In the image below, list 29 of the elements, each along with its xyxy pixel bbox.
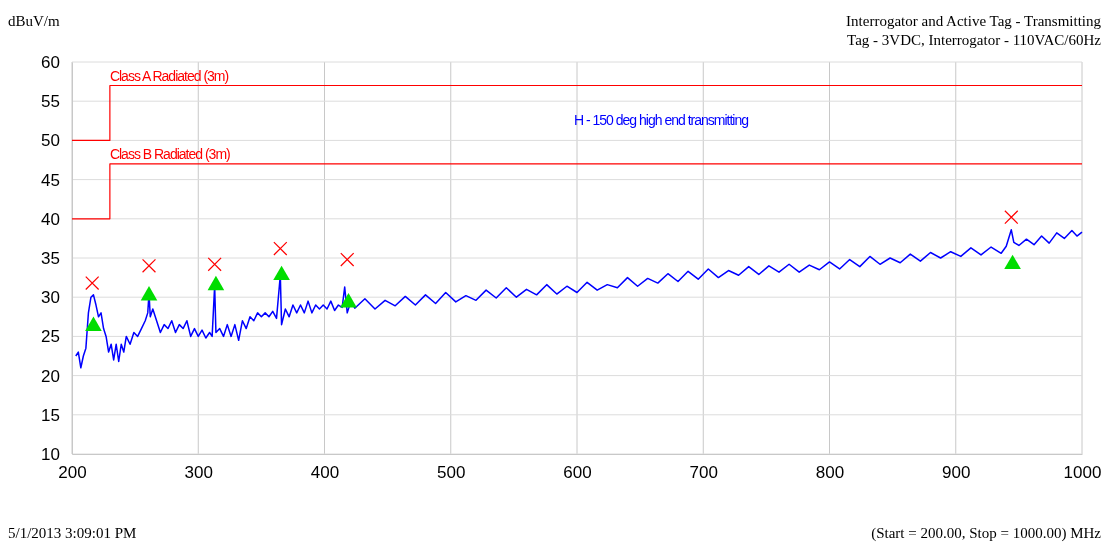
text: H - 150 deg high end transmitting	[574, 111, 749, 128]
line-series	[75, 229, 1083, 369]
x-tick-label: 300	[184, 463, 213, 483]
series-label: Class B Radiated (3m)	[109, 145, 231, 162]
y-tick-label: 45	[41, 170, 60, 190]
y-tick-label: 30	[41, 288, 60, 308]
y-tick-label: 60	[41, 52, 60, 72]
x-tick-label: 900	[942, 463, 971, 483]
series-label: Class A Radiated (3m)	[109, 67, 229, 84]
x-tick-label: 1000	[1063, 463, 1102, 483]
x-tick-label: 600	[563, 463, 592, 483]
y-tick-label: 20	[41, 366, 60, 386]
x-tick-label: 800	[815, 463, 845, 483]
x-tick-label: 500	[437, 463, 466, 483]
y-tick-label: 35	[41, 248, 60, 268]
x-tick-label: 400	[310, 463, 340, 483]
y-axis-title: dBuV/m	[8, 13, 60, 29]
y-tick-label: 25	[41, 327, 60, 347]
chart-subtitle: Tag - 3VDC, Interrogator - 110VAC/60Hz	[847, 32, 1102, 48]
y-tick-label: 55	[41, 92, 60, 112]
y-tick-label: 10	[41, 444, 60, 464]
x-tick-label: 200	[58, 463, 87, 483]
y-tick-label: 15	[41, 405, 60, 425]
text: 5/1/2013 3:09:01 PM	[8, 525, 137, 541]
chart-title: Interrogator and Active Tag - Transmitting	[846, 13, 1102, 29]
text: (Start = 200.00, Stop = 1000.00) MHz	[871, 525, 1102, 542]
y-tick-label: 50	[41, 131, 60, 151]
x-tick-label: 700	[689, 463, 718, 483]
y-tick-label: 40	[41, 209, 60, 229]
